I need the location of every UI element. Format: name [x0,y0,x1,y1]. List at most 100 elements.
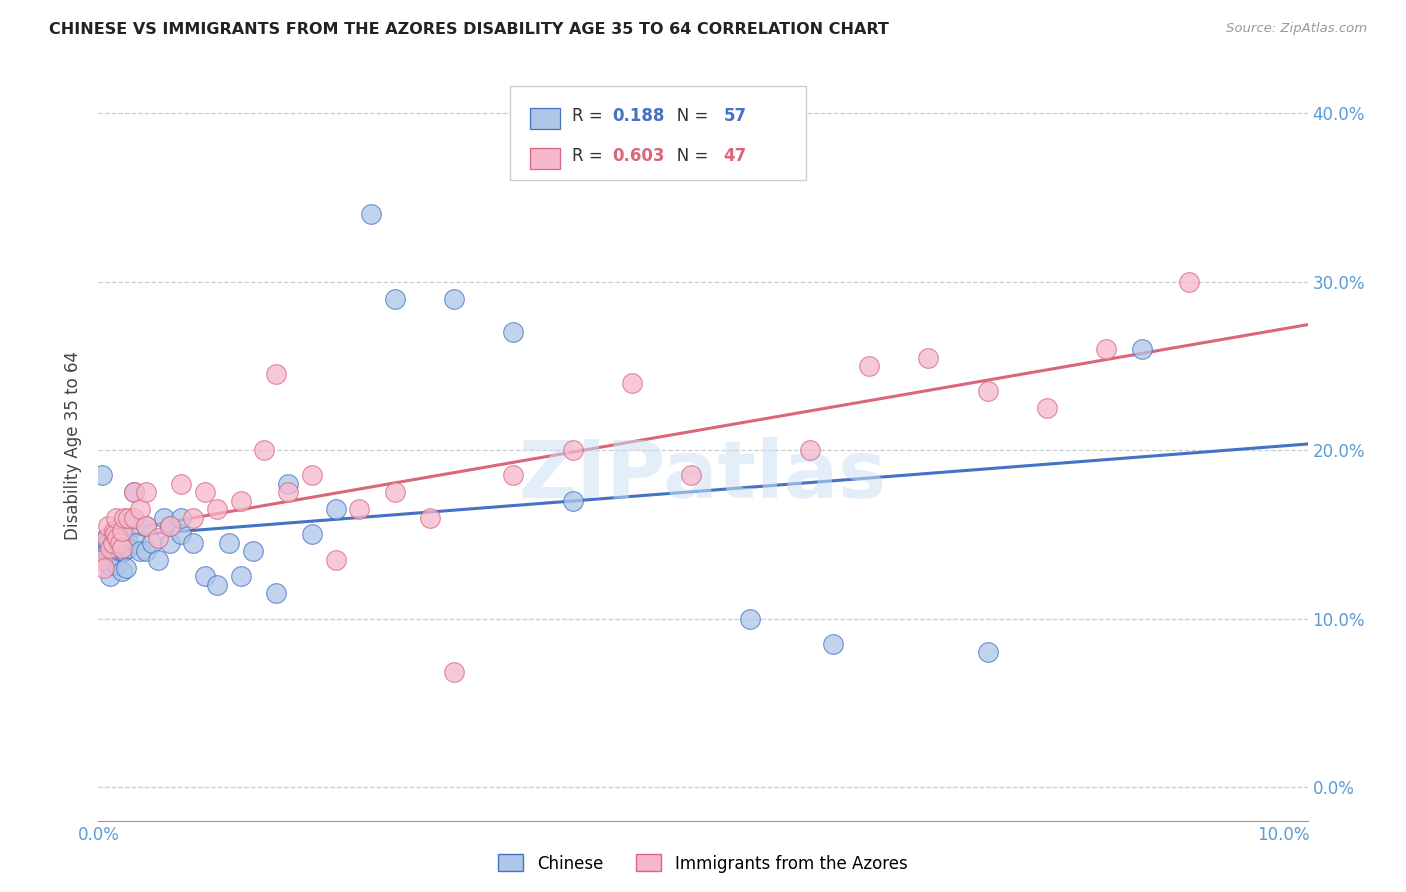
Point [135,485,157,500]
Text: ZIPatlas: ZIPatlas [519,437,887,515]
Point [93,561,115,575]
Point [93,536,115,550]
Point [384,292,406,306]
Point [108,536,131,550]
Point [170,527,193,541]
Point [114,510,136,524]
Point [194,569,217,583]
Point [502,468,524,483]
Point [103,524,125,538]
Point [98,541,121,555]
Point [159,519,181,533]
Text: R =: R = [572,107,609,125]
Point [347,502,370,516]
Point [1178,275,1201,289]
Point [146,552,169,566]
Point [125,536,148,550]
Point [114,544,136,558]
Point [117,541,139,555]
Point [360,207,382,221]
Point [146,531,169,545]
Point [976,384,998,399]
Point [181,510,204,524]
Point [301,527,323,541]
Point [105,510,128,524]
Point [135,519,157,533]
Point [681,468,703,483]
Point [325,552,347,566]
Text: N =: N = [661,147,713,165]
Point [105,527,128,541]
Point [97,536,120,550]
Point [129,544,152,558]
Point [105,531,128,545]
Point [107,536,129,550]
Point [91,552,114,566]
Point [101,536,124,550]
Point [443,665,465,680]
Point [117,510,139,524]
Text: 0.188: 0.188 [613,107,665,125]
Point [141,536,163,550]
Point [205,502,228,516]
Point [108,544,131,558]
Point [96,544,118,558]
Point [976,645,998,659]
Point [170,510,193,524]
Point [104,527,127,541]
Point [122,485,145,500]
Point [111,565,134,579]
Point [242,544,264,558]
Point [135,519,157,533]
Point [105,531,128,545]
Point [917,351,939,365]
Text: CHINESE VS IMMIGRANTS FROM THE AZORES DISABILITY AGE 35 TO 64 CORRELATION CHART: CHINESE VS IMMIGRANTS FROM THE AZORES DI… [49,22,889,37]
Point [277,476,299,491]
Point [443,292,465,306]
Point [799,443,821,458]
Point [105,558,128,572]
Text: N =: N = [661,107,713,125]
Text: Source: ZipAtlas.com: Source: ZipAtlas.com [1226,22,1367,36]
Point [104,541,127,555]
Point [620,376,643,390]
Point [1036,401,1059,416]
Point [264,586,287,600]
Point [122,519,145,533]
Point [264,368,287,382]
Point [111,544,134,558]
Point [98,558,121,572]
Point [159,519,181,533]
Point [96,531,118,545]
Text: R =: R = [572,147,609,165]
Y-axis label: Disability Age 35 to 64: Disability Age 35 to 64 [65,351,83,541]
Point [1130,342,1153,356]
Point [135,544,157,558]
Point [114,561,136,575]
Point [823,637,845,651]
Point [502,326,524,340]
Point [98,552,121,566]
Bar [530,108,561,129]
Point [152,510,174,524]
Point [561,493,583,508]
Point [97,548,120,562]
Point [561,443,583,458]
Point [91,468,114,483]
Point [101,552,124,566]
Bar [530,148,561,169]
Point [103,548,125,562]
Point [170,476,193,491]
Point [98,541,121,555]
Text: 0.603: 0.603 [613,147,665,165]
Point [97,519,120,533]
Point [325,502,347,516]
Point [181,536,204,550]
Point [111,524,134,538]
Point [740,611,762,625]
Point [301,468,323,483]
Point [384,485,406,500]
Point [98,569,121,583]
Text: 47: 47 [724,147,747,165]
Point [277,485,299,500]
